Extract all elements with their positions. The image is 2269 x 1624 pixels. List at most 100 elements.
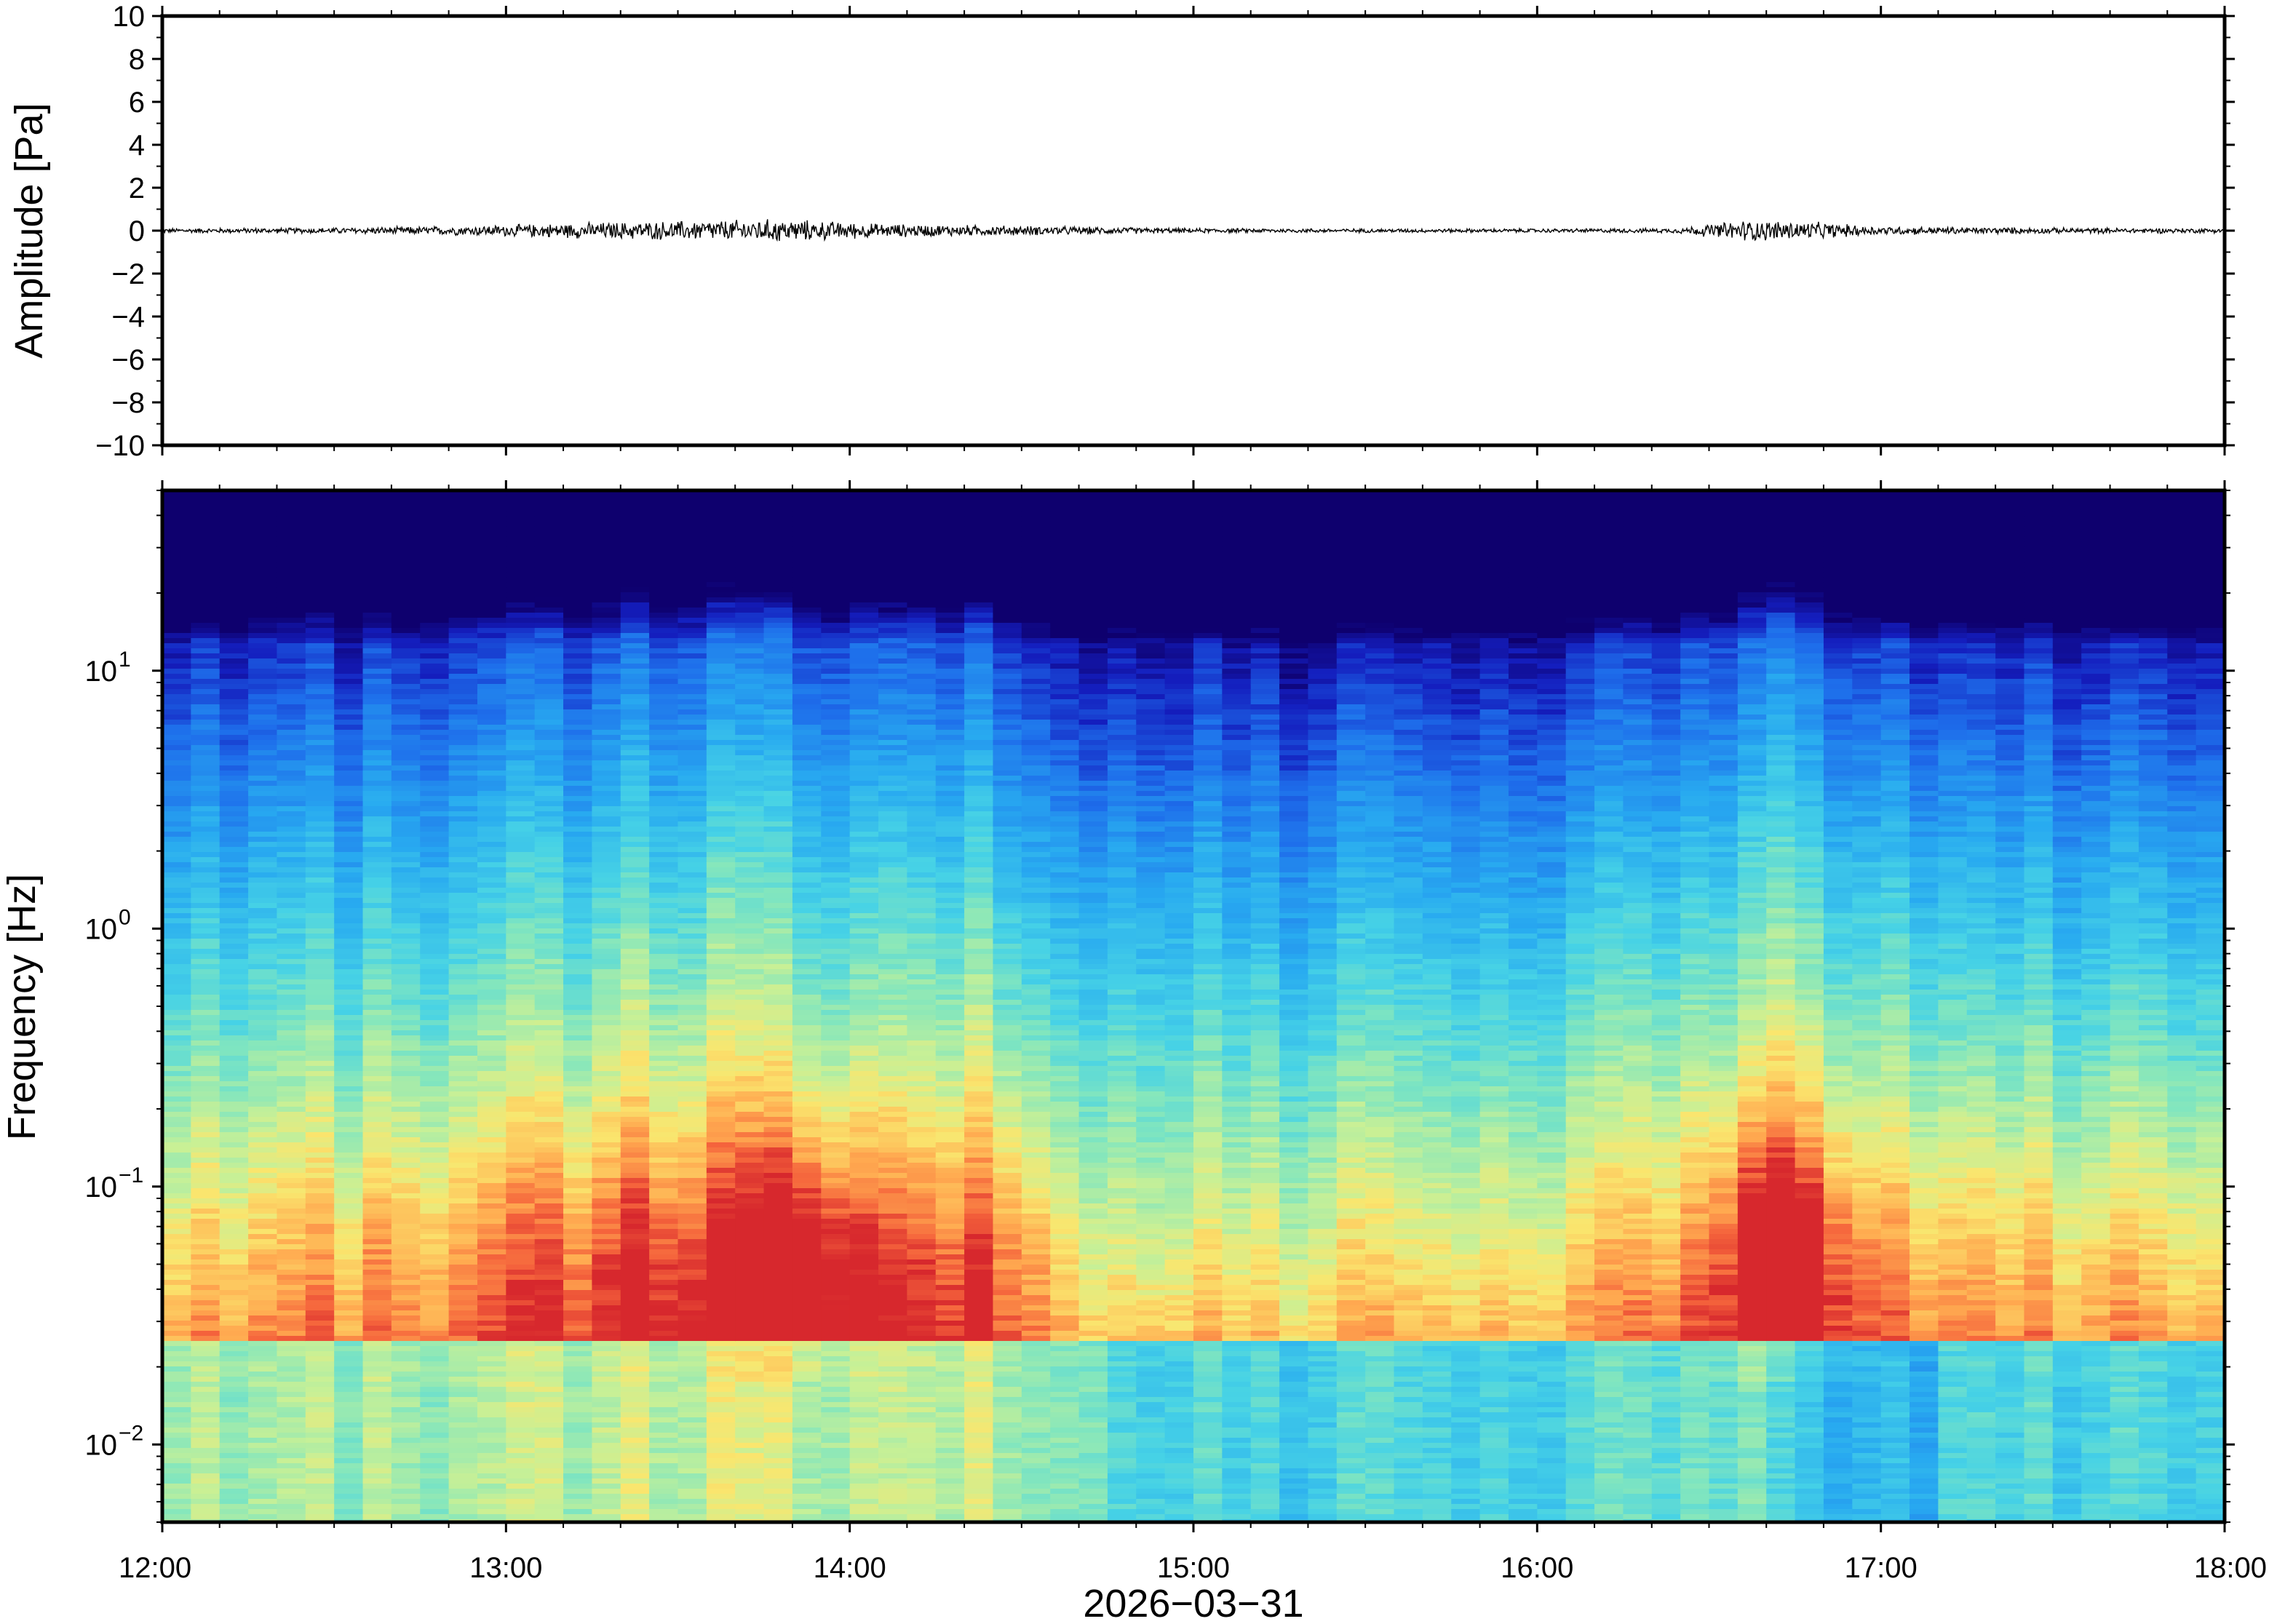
spectrogram-cell — [277, 867, 306, 873]
spectrogram-cell — [792, 506, 822, 512]
spectrogram-cell — [477, 750, 507, 756]
spectrogram-cell — [649, 1351, 679, 1357]
spectrogram-cell — [677, 1209, 707, 1214]
spectrogram-cell — [534, 949, 564, 955]
spectrogram-cell — [448, 1239, 478, 1245]
spectrogram-cell — [821, 974, 851, 980]
spectrogram-cell — [706, 1372, 736, 1377]
spectrogram-cell — [248, 628, 278, 634]
spectrogram-cell — [821, 1280, 851, 1286]
spectrogram-cell — [620, 939, 650, 944]
spectrogram-cell — [248, 1366, 278, 1372]
spectrogram-cell — [305, 1081, 335, 1087]
spectrogram-cell — [735, 949, 765, 955]
spectrogram-cell — [391, 1259, 421, 1265]
spectrogram-cell — [477, 699, 507, 705]
spectrogram-cell — [563, 877, 593, 883]
spectrogram-cell — [362, 745, 392, 751]
spectrogram-cell — [735, 1346, 765, 1352]
spectrogram-cell — [735, 995, 765, 1000]
spectrogram-cell — [277, 725, 306, 731]
spectrogram-cell — [334, 495, 364, 501]
spectrogram-cell — [821, 608, 851, 613]
spectrogram-cell — [620, 1158, 650, 1163]
spectrogram-cell — [391, 872, 421, 878]
spectrogram-cell — [649, 1310, 679, 1316]
spectrogram-cell — [534, 918, 564, 924]
spectrogram-cell — [448, 1234, 478, 1240]
spectrogram-cell — [735, 648, 765, 654]
spectrogram-cell — [763, 1214, 793, 1219]
spectrogram-cell — [420, 918, 450, 924]
spectrogram-cell — [334, 1066, 364, 1072]
spectrogram-cell — [162, 969, 192, 975]
spectrogram-cell — [477, 1214, 507, 1219]
spectrogram-cell — [477, 1132, 507, 1138]
spectrogram-cell — [277, 771, 306, 776]
spectrogram-cell — [735, 1193, 765, 1199]
spectrogram-cell — [477, 552, 507, 557]
spectrogram-cell — [219, 974, 249, 980]
spectrogram-cell — [420, 521, 450, 527]
spectrogram-cell — [391, 1341, 421, 1347]
spectrogram-cell — [763, 760, 793, 766]
spectrogram-cell — [592, 623, 621, 629]
spectrogram-cell — [620, 949, 650, 955]
spectrogram-cell — [334, 1158, 364, 1163]
spectrogram-cell — [735, 1397, 765, 1403]
spectrogram-cell — [792, 908, 822, 914]
spectrogram-cell — [334, 1010, 364, 1016]
spectrogram-cell — [792, 1484, 822, 1489]
spectrogram-cell — [763, 597, 793, 603]
spectrogram-cell — [706, 872, 736, 878]
spectrogram-cell — [248, 903, 278, 909]
spectrogram-cell — [191, 1361, 220, 1367]
spectrogram-cell — [277, 1351, 306, 1357]
spectrogram-cell — [477, 1412, 507, 1418]
spectrogram-cell — [506, 923, 536, 929]
spectrogram-cell — [448, 1341, 478, 1347]
spectrogram-cell — [477, 1005, 507, 1011]
spectrogram-cell — [448, 995, 478, 1000]
spectrogram-cell — [563, 526, 593, 532]
spectrogram-cell — [563, 1158, 593, 1163]
spectrogram-cell — [735, 1372, 765, 1377]
spectrogram-cell — [305, 1489, 335, 1494]
spectrogram-cell — [706, 857, 736, 863]
spectrogram-cell — [162, 908, 192, 914]
spectrogram-cell — [534, 577, 564, 583]
spectrogram-cell — [506, 1387, 536, 1393]
spectrogram-cell — [477, 990, 507, 995]
spectrogram-cell — [592, 1193, 621, 1199]
spectrogram-cell — [506, 1285, 536, 1291]
spectrogram-cell — [334, 689, 364, 695]
spectrogram-cell — [506, 1066, 536, 1072]
spectrogram-cell — [191, 832, 220, 837]
spectrogram-cell — [649, 1224, 679, 1230]
spectrogram-cell — [792, 883, 822, 888]
spectrogram-cell — [248, 872, 278, 878]
spectrogram-cell — [305, 552, 335, 557]
spectrogram-cell — [735, 1010, 765, 1016]
spectrogram-cell — [763, 633, 793, 639]
spectrogram-cell — [248, 1326, 278, 1332]
spectrogram-cell — [362, 1030, 392, 1036]
spectrogram-cell — [248, 664, 278, 669]
spectrogram-cell — [763, 771, 793, 776]
spectrogram-cell — [506, 1076, 536, 1082]
spectrogram-cell — [219, 597, 249, 603]
spectrogram-cell — [162, 618, 192, 624]
spectrogram-cell — [391, 837, 421, 843]
spectrogram-cell — [420, 567, 450, 573]
spectrogram-cell — [420, 1351, 450, 1357]
spectrogram-cell — [821, 944, 851, 950]
spectrogram-cell — [277, 521, 306, 527]
spectrogram-cell — [191, 608, 220, 613]
spectrogram-cell — [391, 1158, 421, 1163]
spectrogram-cell — [677, 954, 707, 960]
spectrogram-cell — [391, 760, 421, 766]
spectrogram-cell — [420, 709, 450, 715]
spectrogram-cell — [677, 725, 707, 731]
spectrogram-cell — [362, 1137, 392, 1143]
spectrogram-cell — [191, 1448, 220, 1454]
